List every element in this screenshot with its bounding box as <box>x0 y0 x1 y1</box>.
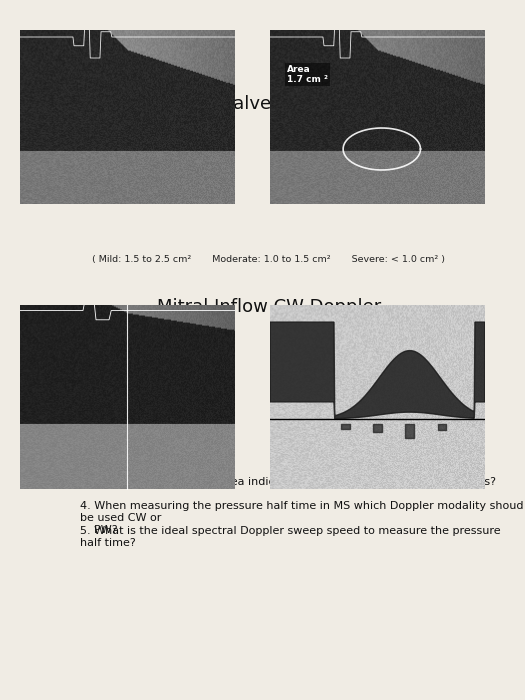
Text: Mitral Inflow CW Doppler: Mitral Inflow CW Doppler <box>156 298 381 316</box>
Text: 4. When measuring the pressure half time in MS which Doppler modality shoud be u: 4. When measuring the pressure half time… <box>80 501 523 535</box>
Text: 3. Does this mitral valve area indicate mild, moderate, or severe stenosis?: 3. Does this mitral valve area indicate … <box>80 477 496 486</box>
Text: 5. What is the ideal spectral Doppler sweep speed to measure the pressure half t: 5. What is the ideal spectral Doppler sw… <box>80 526 500 547</box>
Text: Mitral Valve Area Trace: Mitral Valve Area Trace <box>165 94 372 113</box>
Text: ( Mild: 1.5 to 2.5 cm²       Moderate: 1.0 to 1.5 cm²       Severe: < 1.0 cm² ): ( Mild: 1.5 to 2.5 cm² Moderate: 1.0 to … <box>92 255 445 264</box>
Polygon shape <box>270 322 485 419</box>
Text: Area
1.7 cm ²: Area 1.7 cm ² <box>287 65 328 85</box>
